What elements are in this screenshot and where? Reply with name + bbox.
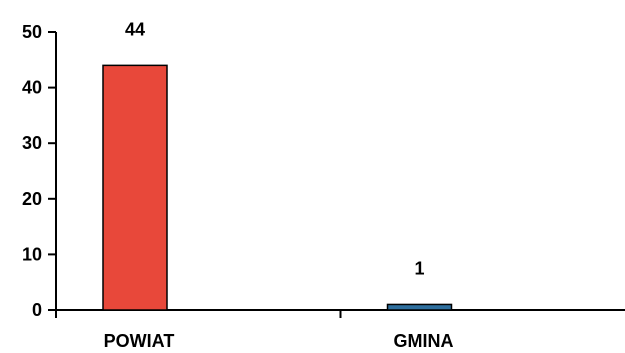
y-axis: 0 10 20 30 40 50 (22, 22, 57, 320)
data-labels: 44 1 (125, 19, 425, 278)
bar-gmina (386, 303, 453, 311)
y-tick-label: 30 (22, 133, 42, 153)
y-tick-label: 50 (22, 22, 42, 42)
y-tick-label: 20 (22, 189, 42, 209)
bars (102, 64, 453, 311)
y-tick-label: 0 (32, 300, 42, 320)
x-axis: POWIAT GMINA (55, 309, 625, 351)
data-label-gmina: 1 (414, 258, 424, 278)
bar-powiat (102, 64, 168, 311)
y-tick-label: 10 (22, 244, 42, 264)
category-label-powiat: POWIAT (104, 331, 175, 351)
data-label-powiat: 44 (125, 19, 145, 39)
category-label-gmina: GMINA (394, 331, 454, 351)
y-tick-label: 40 (22, 78, 42, 98)
